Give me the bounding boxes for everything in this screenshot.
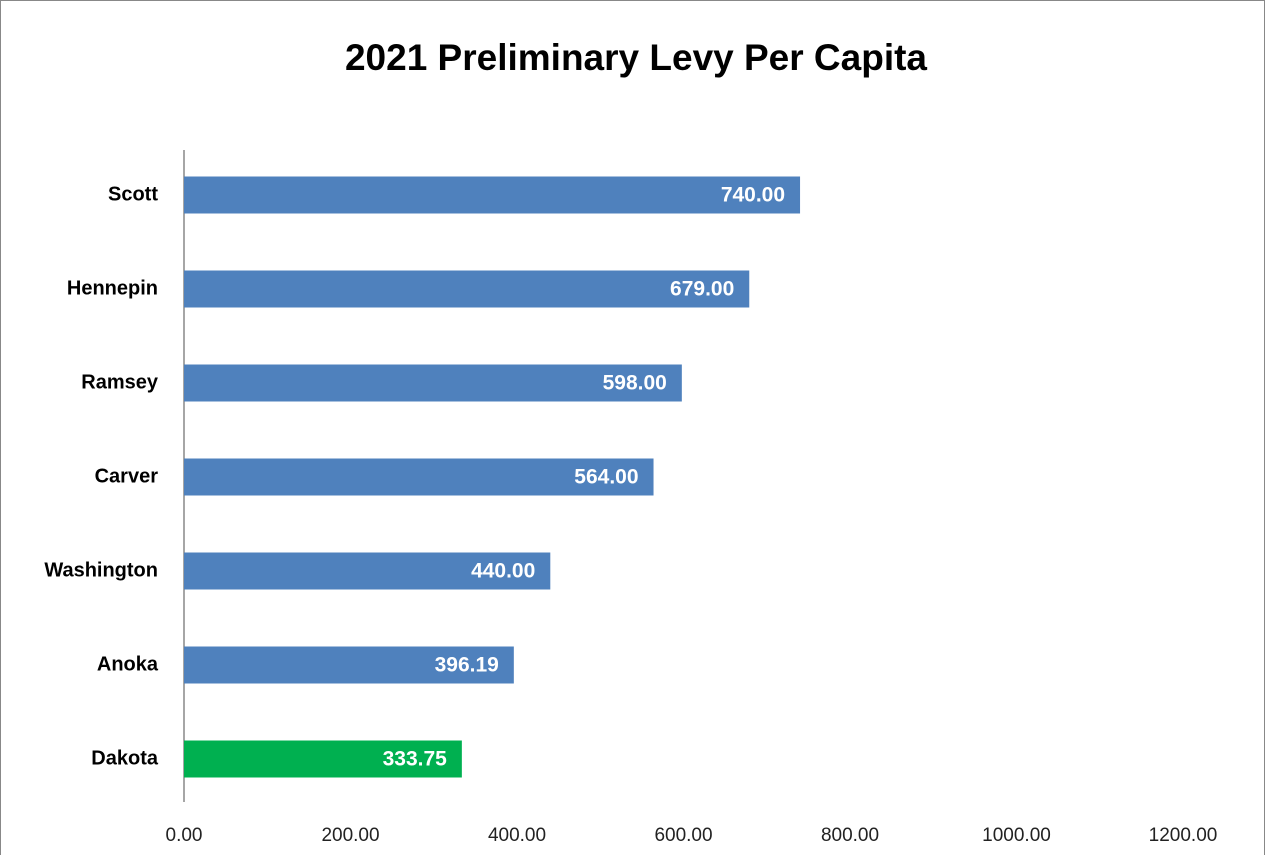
y-tick-label: Hennepin xyxy=(67,277,158,299)
y-tick-label: Carver xyxy=(95,465,159,487)
y-tick-label: Dakota xyxy=(91,747,159,769)
value-label: 440.00 xyxy=(471,560,535,583)
x-tick-label: 600.00 xyxy=(654,825,712,846)
x-tick-label: 0.00 xyxy=(166,825,203,846)
y-tick-label: Scott xyxy=(108,183,158,205)
chart-title: 2021 Preliminary Levy Per Capita xyxy=(345,37,927,78)
bar xyxy=(184,646,514,684)
x-tick-label: 800.00 xyxy=(821,825,879,846)
x-tick-label: 1200.00 xyxy=(1149,825,1218,846)
value-label: 740.00 xyxy=(721,184,785,207)
value-label: 564.00 xyxy=(574,466,638,489)
bar xyxy=(184,740,462,778)
x-tick-label: 400.00 xyxy=(488,825,546,846)
value-label: 598.00 xyxy=(603,372,667,395)
x-tick-label: 200.00 xyxy=(321,825,379,846)
value-label: 679.00 xyxy=(670,278,734,301)
bar xyxy=(184,552,551,590)
y-tick-label: Anoka xyxy=(97,653,159,675)
x-tick-label: 1000.00 xyxy=(982,825,1051,846)
bar xyxy=(184,364,682,402)
y-tick-label: Ramsey xyxy=(81,371,159,393)
value-label: 333.75 xyxy=(383,748,448,771)
y-tick-label: Washington xyxy=(44,559,158,581)
bar xyxy=(184,270,750,308)
bar xyxy=(184,176,801,214)
value-label: 396.19 xyxy=(435,654,499,677)
bar xyxy=(184,458,654,496)
